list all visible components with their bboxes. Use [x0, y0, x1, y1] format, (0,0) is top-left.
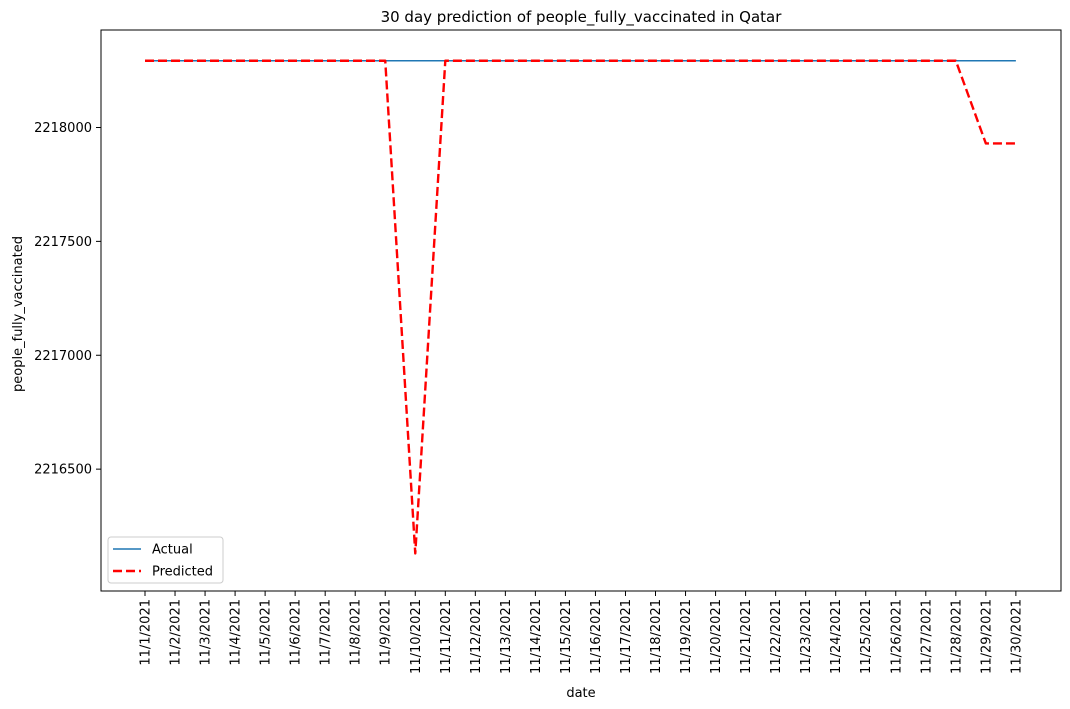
x-tick-label: 11/4/2021	[229, 599, 244, 666]
x-tick-label: 11/12/2021	[469, 599, 484, 674]
x-tick-label: 11/30/2021	[1009, 599, 1024, 674]
x-tick-label: 11/27/2021	[919, 599, 934, 674]
x-tick-label: 11/10/2021	[409, 599, 424, 674]
y-axis-title: people_fully_vaccinated	[11, 236, 26, 392]
x-tick-label: 11/21/2021	[739, 599, 754, 674]
x-tick-label: 11/22/2021	[769, 599, 784, 674]
series-lines	[145, 59, 1016, 555]
plot-frame	[100, 29, 1062, 592]
x-tick-label: 11/17/2021	[619, 599, 634, 674]
x-tick-label: 11/28/2021	[949, 599, 964, 674]
chart-title: 30 day prediction of people_fully_vaccin…	[381, 8, 783, 27]
x-tick-label: 11/24/2021	[829, 599, 844, 674]
x-tick-label: 11/2/2021	[169, 599, 184, 666]
y-tick-label: 2217500	[34, 235, 92, 250]
x-tick-label: 11/3/2021	[199, 599, 214, 666]
x-tick-label: 11/8/2021	[349, 599, 364, 666]
x-axis: 11/1/2021 11/2/2021 11/3/2021 11/4/2021 11/5…	[139, 591, 1024, 674]
y-tick-label: 2217000	[34, 349, 92, 364]
x-tick-label: 11/18/2021	[649, 599, 664, 674]
x-tick-label: 11/5/2021	[259, 599, 274, 666]
x-tick-label: 11/20/2021	[709, 599, 724, 674]
y-tick-label: 2218000	[34, 121, 92, 136]
x-tick-label: 11/26/2021	[889, 599, 904, 674]
x-tick-label: 11/6/2021	[289, 599, 304, 666]
x-tick-label: 11/1/2021	[139, 599, 154, 666]
x-tick-label: 11/14/2021	[529, 599, 544, 674]
x-tick-label: 11/15/2021	[559, 599, 574, 674]
legend: Actual Predicted	[107, 536, 224, 584]
legend-label-actual: Actual	[152, 543, 193, 558]
x-axis-title: date	[566, 686, 595, 701]
legend-label-predicted: Predicted	[152, 565, 213, 580]
series-line-predicted	[145, 59, 1016, 555]
y-axis: 2216500 2217000 2217500 2218000	[34, 121, 101, 478]
x-tick-label: 11/29/2021	[979, 599, 994, 674]
y-tick-label: 2216500	[34, 463, 92, 478]
x-tick-label: 11/23/2021	[799, 599, 814, 674]
x-tick-label: 11/16/2021	[589, 599, 604, 674]
x-tick-label: 11/19/2021	[679, 599, 694, 674]
x-tick-label: 11/9/2021	[379, 599, 394, 666]
x-tick-label: 11/13/2021	[499, 599, 514, 674]
x-tick-label: 11/7/2021	[319, 599, 334, 666]
x-tick-label: 11/25/2021	[859, 599, 874, 674]
x-tick-label: 11/11/2021	[439, 599, 454, 674]
